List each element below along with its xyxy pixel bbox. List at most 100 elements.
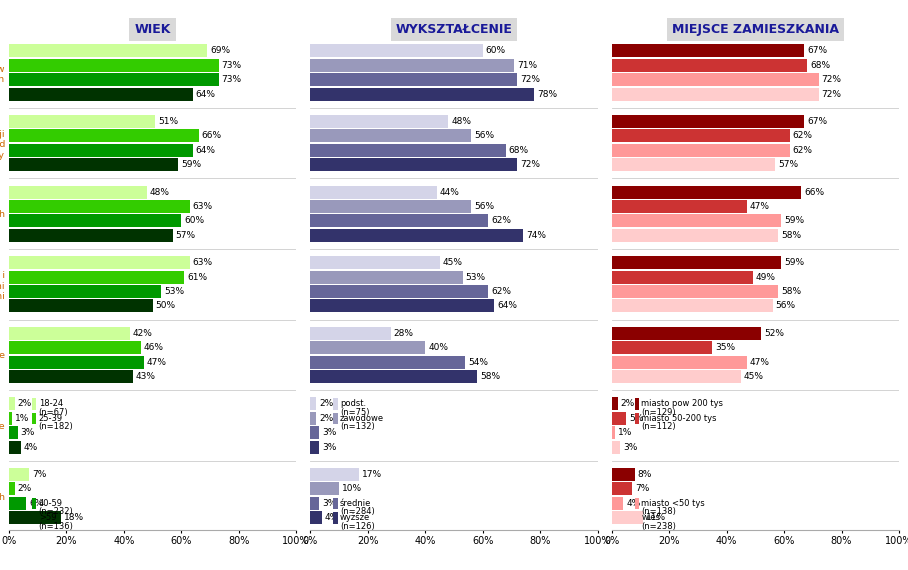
Bar: [311, 441, 319, 454]
Bar: [612, 73, 818, 86]
Text: 11%: 11%: [646, 514, 666, 522]
Text: 52%: 52%: [764, 329, 784, 338]
Text: wyższe: wyższe: [340, 514, 370, 522]
Text: (n=284): (n=284): [340, 507, 375, 516]
Text: wieś: wieś: [641, 514, 660, 522]
Bar: [612, 426, 615, 439]
Text: 61%: 61%: [187, 272, 207, 282]
Bar: [311, 144, 506, 157]
Text: 7%: 7%: [635, 484, 649, 494]
Text: (n=129): (n=129): [641, 408, 676, 417]
Text: 57%: 57%: [175, 231, 196, 240]
Text: 2%: 2%: [319, 400, 333, 409]
Bar: [333, 413, 338, 424]
Text: 2%: 2%: [319, 414, 333, 423]
Text: 62%: 62%: [793, 146, 813, 155]
Text: 56%: 56%: [474, 131, 494, 140]
Bar: [612, 214, 781, 227]
Bar: [9, 44, 207, 58]
Text: 40%: 40%: [429, 343, 449, 352]
Bar: [9, 327, 130, 340]
Text: średnie: średnie: [340, 499, 371, 508]
Text: 63%: 63%: [192, 202, 212, 211]
Bar: [9, 271, 184, 284]
Bar: [333, 498, 338, 509]
Bar: [9, 229, 173, 242]
Bar: [9, 370, 133, 383]
Bar: [311, 200, 471, 213]
Text: 60%: 60%: [184, 217, 204, 225]
Text: 58%: 58%: [479, 372, 500, 381]
Text: 56%: 56%: [474, 202, 494, 211]
Bar: [612, 115, 804, 128]
Text: miasto <50 tys: miasto <50 tys: [641, 499, 706, 508]
Text: 69%: 69%: [210, 46, 230, 55]
Text: 66%: 66%: [202, 131, 222, 140]
Text: 18-24: 18-24: [39, 400, 63, 409]
Text: 45%: 45%: [442, 258, 462, 267]
Text: zawodowe: zawodowe: [340, 414, 384, 423]
Text: 59%: 59%: [785, 217, 804, 225]
Text: 2%: 2%: [17, 484, 32, 494]
Text: 58%: 58%: [781, 231, 802, 240]
Bar: [311, 115, 449, 128]
Bar: [612, 327, 761, 340]
Bar: [9, 341, 141, 354]
Text: miasto 50-200 tys: miasto 50-200 tys: [641, 414, 717, 423]
Text: 66%: 66%: [804, 188, 824, 197]
Text: miasto pow 200 tys: miasto pow 200 tys: [641, 400, 724, 409]
Bar: [311, 299, 494, 312]
Bar: [612, 497, 624, 510]
Bar: [32, 512, 36, 524]
Text: 47%: 47%: [750, 357, 770, 367]
Bar: [612, 44, 804, 58]
Text: 4%: 4%: [627, 499, 640, 508]
Bar: [9, 59, 219, 72]
Bar: [311, 356, 466, 369]
Text: 58%: 58%: [781, 287, 802, 296]
Text: 72%: 72%: [520, 75, 540, 84]
Bar: [612, 468, 635, 481]
Bar: [311, 59, 514, 72]
Text: 74%: 74%: [526, 231, 546, 240]
Text: 4%: 4%: [325, 514, 339, 522]
Bar: [612, 397, 617, 410]
Bar: [9, 256, 190, 269]
Bar: [311, 186, 437, 198]
Bar: [612, 441, 620, 454]
Text: 71%: 71%: [518, 61, 538, 70]
Bar: [635, 512, 639, 524]
Bar: [612, 511, 644, 524]
Bar: [32, 398, 36, 410]
Text: (n=67): (n=67): [39, 408, 68, 417]
Bar: [9, 441, 21, 454]
Text: 51%: 51%: [158, 117, 179, 126]
Text: 44%: 44%: [439, 188, 459, 197]
Bar: [9, 482, 15, 495]
Bar: [612, 370, 741, 383]
Text: 4%: 4%: [24, 443, 38, 451]
Bar: [9, 88, 192, 100]
Text: (n=126): (n=126): [340, 522, 375, 531]
Text: 47%: 47%: [147, 357, 167, 367]
Text: 73%: 73%: [222, 75, 242, 84]
Text: 2%: 2%: [17, 400, 32, 409]
Text: (n=182): (n=182): [39, 422, 74, 431]
Text: 7%: 7%: [32, 470, 46, 479]
Text: 48%: 48%: [150, 188, 170, 197]
Bar: [612, 256, 781, 269]
Bar: [311, 412, 316, 425]
Bar: [612, 200, 746, 213]
Text: 3%: 3%: [322, 428, 336, 437]
Bar: [333, 512, 338, 524]
Bar: [635, 398, 639, 410]
Bar: [32, 498, 36, 509]
Text: 6%: 6%: [29, 499, 44, 508]
Text: 62%: 62%: [491, 287, 511, 296]
Bar: [9, 144, 192, 157]
Bar: [311, 327, 390, 340]
Text: 72%: 72%: [822, 75, 842, 84]
Text: 72%: 72%: [822, 89, 842, 99]
Bar: [311, 271, 462, 284]
Bar: [9, 426, 17, 439]
